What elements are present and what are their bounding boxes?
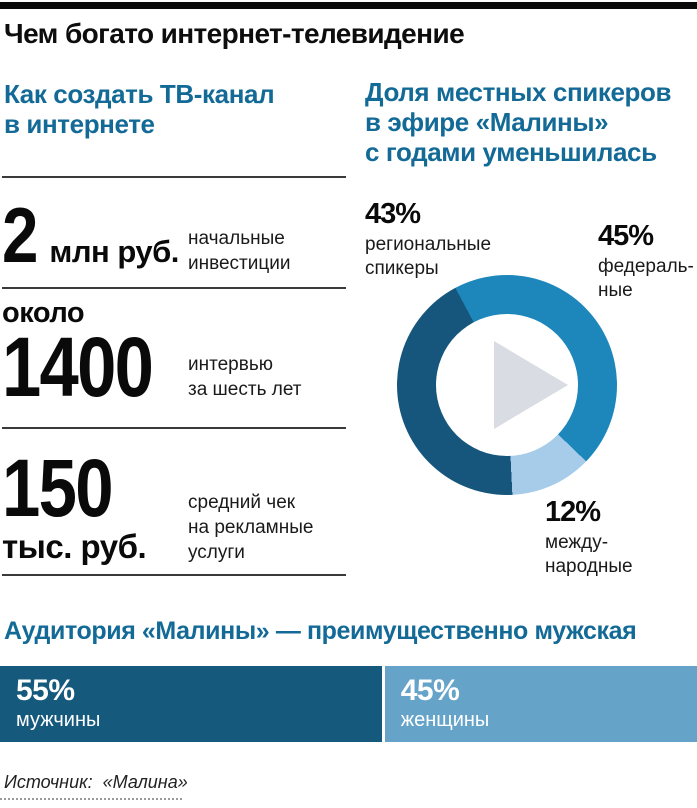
donut-chart [397, 275, 617, 495]
stat-avg-check-value: 150 [2, 443, 114, 534]
divider [2, 427, 346, 429]
bar-segment-men-pct: 55% [16, 674, 75, 707]
stat-interviews-value: 1400 [2, 320, 154, 414]
bar-segment-women: 45% женщины [384, 666, 697, 742]
stat-avg-check: 150 [2, 443, 133, 534]
bar-segment-women-pct: 45% [400, 674, 460, 707]
audience-heading: Аудитория «Малины» — преимущественно муж… [4, 617, 637, 645]
source-label: Источник: [4, 772, 93, 792]
stat-avg-check-description: средний чек на рекламные услуги [188, 492, 314, 564]
donut-label-international-pct: 12% [545, 496, 601, 528]
stat-interviews: 1400 [2, 320, 181, 414]
page-title: Чем богато интернет-телевидение [4, 18, 465, 49]
stat-investment-description: начальные инвестиции [188, 228, 291, 275]
stat-investment: 2 млн руб. [2, 191, 179, 279]
divider [2, 176, 346, 178]
bar-segment-men-label: мужчины [16, 709, 101, 731]
source-value: «Малина» [102, 772, 188, 792]
source-divider [0, 798, 182, 800]
bar-segment-men: 55% мужчины [0, 666, 382, 742]
stat-investment-value: 2 [2, 191, 38, 279]
stat-interviews-prefix: около [2, 297, 85, 329]
stat-interviews-description: интервью за шесть лет [188, 354, 302, 401]
divider [2, 287, 346, 289]
bar-segment-women-label: женщины [400, 709, 490, 731]
donut-hole [436, 314, 578, 456]
play-icon [494, 341, 568, 429]
donut-label-international-text: между- народные [545, 532, 633, 578]
donut-label-regional: 43% региональные спикеры [365, 200, 491, 282]
donut-label-regional-text: региональные спикеры [365, 234, 492, 280]
divider [2, 574, 346, 576]
donut-label-federal-pct: 45% [598, 220, 654, 252]
source-line: Источник: «Малина» [4, 772, 188, 793]
donut-label-international: 12% между- народные [545, 498, 633, 580]
top-accent-bar [0, 2, 697, 9]
donut-label-federal-text: федераль- ные [598, 256, 694, 302]
speakers-heading: Доля местных спикеров в эфире «Малины» с… [365, 77, 672, 167]
donut-label-regional-pct: 43% [365, 198, 421, 230]
stat-investment-unit: млн руб. [49, 234, 179, 269]
howto-heading: Как создать ТВ-канал в интернете [4, 79, 275, 139]
donut-label-federal: 45% федераль- ные [598, 222, 694, 304]
stat-avg-check-unit: тыс. руб. [2, 528, 147, 565]
gender-bar: 55% мужчины 45% женщины [0, 666, 697, 742]
